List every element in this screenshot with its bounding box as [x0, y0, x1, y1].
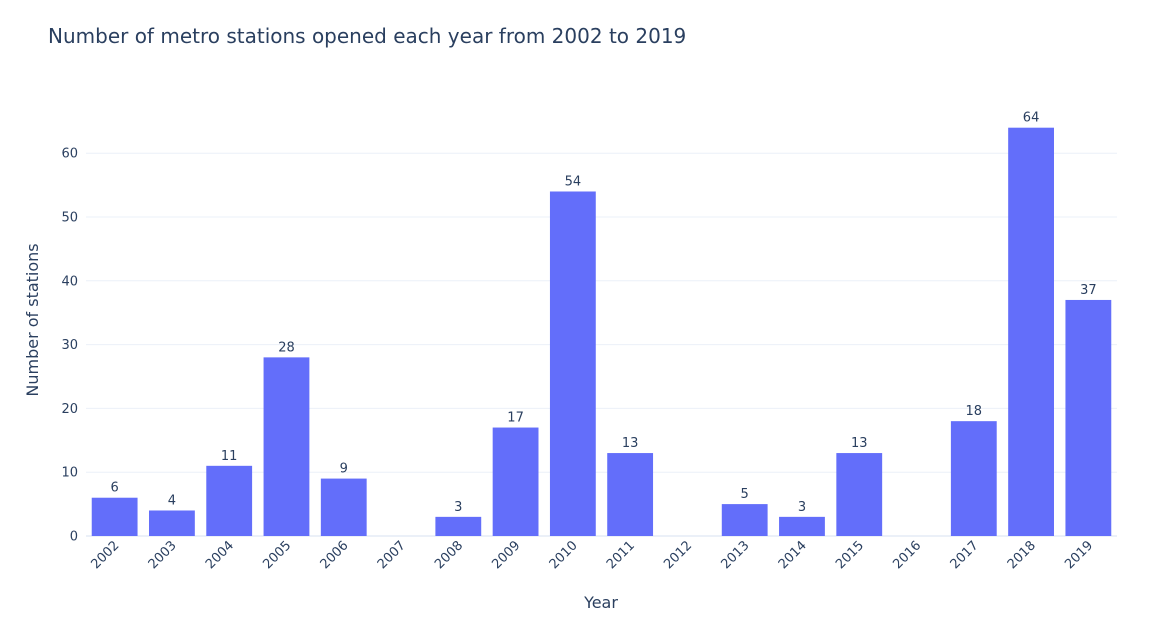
x-tick-label-2009: 2009	[489, 538, 523, 572]
y-tick-label: 20	[61, 402, 78, 417]
bar-2013	[721, 504, 768, 536]
y-tick-label: 0	[70, 530, 78, 545]
x-tick-label-2008: 2008	[432, 538, 466, 572]
x-tick-label-2017: 2017	[948, 538, 982, 572]
x-tick-label-2019: 2019	[1062, 538, 1096, 572]
data-label-2009: 17	[507, 411, 524, 426]
x-tick-label-2003: 2003	[146, 538, 180, 572]
x-tick-label-2012: 2012	[661, 538, 695, 572]
x-tick-label-2004: 2004	[203, 538, 237, 572]
bar-2008	[435, 516, 482, 536]
y-tick-label: 30	[61, 338, 78, 353]
x-tick-label-2006: 2006	[318, 538, 352, 572]
x-tick-label-2002: 2002	[88, 538, 122, 572]
gridlines	[86, 152, 1117, 537]
bars	[91, 127, 1112, 536]
data-label-2008: 3	[454, 500, 462, 515]
y-axis-title: Number of stations	[23, 243, 42, 396]
x-tick-label-2014: 2014	[776, 538, 810, 572]
data-label-2006: 9	[340, 462, 348, 477]
bar-2019	[1065, 299, 1112, 536]
bar-2010	[549, 191, 596, 536]
bar-2004	[206, 465, 253, 536]
data-label-2005: 28	[278, 340, 295, 355]
x-tick-label-2016: 2016	[890, 538, 924, 572]
bar-2015	[836, 453, 883, 536]
data-label-2003: 4	[168, 493, 176, 508]
bar-2011	[607, 453, 654, 536]
y-tick-label: 40	[61, 274, 78, 289]
data-label-2010: 54	[565, 174, 582, 189]
x-tick-label-2013: 2013	[719, 538, 753, 572]
data-label-2015: 13	[851, 436, 868, 451]
x-tick-label-2010: 2010	[547, 538, 581, 572]
x-tick-label-2011: 2011	[604, 538, 638, 572]
y-axis-ticks: 0 10 20 30 40 50 60	[61, 147, 78, 545]
x-tick-label-2018: 2018	[1005, 538, 1039, 572]
bar-2018	[1008, 127, 1054, 536]
bar-2006	[320, 478, 367, 536]
data-label-2013: 5	[741, 487, 749, 502]
data-label-2011: 13	[622, 436, 639, 451]
x-axis-ticks: 2002 2003 2004 2005 2006 2007 2008 2009 2010 2011…	[88, 538, 1096, 572]
bar-2003	[149, 510, 195, 536]
data-label-2002: 6	[110, 481, 118, 496]
x-axis-title: Year	[583, 593, 618, 612]
data-label-2014: 3	[798, 500, 806, 515]
bar-2002	[91, 497, 138, 536]
bar-2005	[263, 357, 310, 536]
bar-2009	[492, 427, 539, 536]
x-tick-label-2015: 2015	[833, 538, 867, 572]
bar-2014	[779, 516, 825, 536]
x-tick-label-2007: 2007	[375, 538, 409, 572]
x-tick-label-2005: 2005	[260, 538, 294, 572]
data-label-2004: 11	[221, 449, 238, 464]
y-tick-label: 10	[61, 466, 78, 481]
y-tick-label: 60	[61, 147, 78, 162]
data-label-2017: 18	[966, 404, 983, 419]
bar-2017	[950, 421, 997, 536]
data-label-2018: 64	[1023, 111, 1040, 126]
y-tick-label: 50	[61, 211, 78, 226]
data-label-2019: 37	[1080, 283, 1097, 298]
chart-title: Number of metro stations opened each yea…	[48, 24, 686, 48]
